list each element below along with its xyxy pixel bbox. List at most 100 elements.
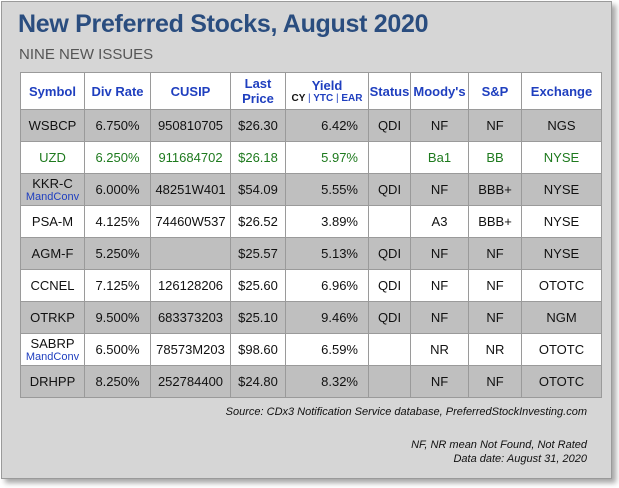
table-row: AGM-F 5.250% $25.57 5.13% QDI NF NF NYSE: [20, 237, 602, 270]
preferred-stocks-table: Symbol Div Rate CUSIP Last Price Yield C…: [20, 72, 602, 398]
footnote-date: Data date: August 31, 2020: [453, 453, 587, 465]
cell-price: $24.80: [230, 365, 286, 398]
mandconv-note: MandConv: [25, 190, 80, 203]
cell-div-rate: 7.125%: [84, 269, 151, 302]
cell-yield: 5.13%: [285, 237, 369, 270]
page-subtitle: NINE NEW ISSUES: [19, 46, 154, 63]
cell-cusip: 78573M203: [150, 333, 231, 366]
cell-div-rate: 8.250%: [84, 365, 151, 398]
cell-cusip: 48251W401: [150, 173, 231, 206]
header-sp: S&P: [468, 72, 522, 110]
source-note: Source: CDx3 Notification Service databa…: [225, 406, 587, 418]
cell-price: $25.60: [230, 269, 286, 302]
cell-yield: 5.55%: [285, 173, 369, 206]
cell-price: $26.18: [230, 141, 286, 174]
cell-yield: 8.32%: [285, 365, 369, 398]
cell-div-rate: 5.250%: [84, 237, 151, 270]
yield-ear-label: EAR: [341, 93, 363, 104]
table-row: WSBCP 6.750% 950810705 $26.30 6.42% QDI …: [20, 109, 602, 142]
cell-sp: BBB+: [468, 205, 522, 238]
cell-exchange: NYSE: [521, 237, 602, 270]
cell-sp: NF: [468, 269, 522, 302]
cell-div-rate: 6.750%: [84, 109, 151, 142]
cell-status: [368, 365, 411, 398]
cell-cusip: 911684702: [150, 141, 231, 174]
cell-sp: NF: [468, 301, 522, 334]
cell-yield: 6.96%: [285, 269, 369, 302]
cell-status: QDI: [368, 109, 411, 142]
report-frame: New Preferred Stocks, August 2020 NINE N…: [1, 1, 612, 479]
yield-separator: |: [335, 93, 339, 104]
cell-symbol: CCNEL: [20, 269, 85, 302]
cell-symbol: WSBCP: [20, 109, 85, 142]
table-row: KKR-C MandConv 6.000% 48251W401 $54.09 5.…: [20, 173, 602, 206]
cell-moodys: NR: [410, 333, 469, 366]
cell-status: QDI: [368, 269, 411, 302]
cell-div-rate: 6.000%: [84, 173, 151, 206]
yield-ytc-label: YTC: [313, 93, 334, 104]
header-status: Status: [368, 72, 411, 110]
header-div-rate: Div Rate: [84, 72, 151, 110]
header-last-price: Last Price: [230, 72, 286, 110]
table-row: CCNEL 7.125% 126128206 $25.60 6.96% QDI …: [20, 269, 602, 302]
cell-moodys: NF: [410, 173, 469, 206]
yield-separator: |: [307, 93, 311, 104]
cell-moodys: NF: [410, 109, 469, 142]
footnote-ratings: NF, NR mean Not Found, Not Rated: [411, 439, 587, 451]
cell-price: $25.57: [230, 237, 286, 270]
cell-status: QDI: [368, 237, 411, 270]
cell-div-rate: 4.125%: [84, 205, 151, 238]
yield-cy-label: CY: [291, 93, 306, 104]
cell-exchange: OTOTC: [521, 269, 602, 302]
header-exchange: Exchange: [521, 72, 602, 110]
header-cusip: CUSIP: [150, 72, 231, 110]
cell-sp: BBB+: [468, 173, 522, 206]
cell-exchange: OTOTC: [521, 333, 602, 366]
cell-div-rate: 9.500%: [84, 301, 151, 334]
cell-cusip: [150, 237, 231, 270]
header-yield-types: CY | YTC | EAR: [287, 93, 368, 104]
cell-moodys: NF: [410, 301, 469, 334]
cell-cusip: 683373203: [150, 301, 231, 334]
cell-price: $54.09: [230, 173, 286, 206]
cell-symbol: KKR-C MandConv: [20, 173, 85, 206]
table-row: UZD 6.250% 911684702 $26.18 5.97% Ba1 BB…: [20, 141, 602, 174]
cell-status: QDI: [368, 173, 411, 206]
cell-price: $26.30: [230, 109, 286, 142]
cell-exchange: NGM: [521, 301, 602, 334]
cell-symbol: AGM-F: [20, 237, 85, 270]
cell-symbol: DRHPP: [20, 365, 85, 398]
cell-cusip: 126128206: [150, 269, 231, 302]
cell-price: $26.52: [230, 205, 286, 238]
header-moodys: Moody's: [410, 72, 469, 110]
cell-exchange: NYSE: [521, 205, 602, 238]
cell-div-rate: 6.250%: [84, 141, 151, 174]
cell-exchange: NYSE: [521, 141, 602, 174]
header-yield: Yield CY | YTC | EAR: [285, 72, 369, 110]
cell-symbol: PSA-M: [20, 205, 85, 238]
cell-cusip: 950810705: [150, 109, 231, 142]
table-row: PSA-M 4.125% 74460W537 $26.52 3.89% A3 B…: [20, 205, 602, 238]
cell-status: [368, 141, 411, 174]
table-row: OTRKP 9.500% 683373203 $25.10 9.46% QDI …: [20, 301, 602, 334]
cell-moodys: NF: [410, 237, 469, 270]
mandconv-note: MandConv: [25, 350, 80, 363]
cell-sp: NF: [468, 237, 522, 270]
cell-price: $25.10: [230, 301, 286, 334]
cell-exchange: NYSE: [521, 173, 602, 206]
table-row: DRHPP 8.250% 252784400 $24.80 8.32% NF N…: [20, 365, 602, 398]
cell-sp: NF: [468, 365, 522, 398]
cell-cusip: 74460W537: [150, 205, 231, 238]
cell-status: [368, 205, 411, 238]
cell-exchange: NGS: [521, 109, 602, 142]
cell-cusip: 252784400: [150, 365, 231, 398]
table-row: SABRP MandConv 6.500% 78573M203 $98.60 6.…: [20, 333, 602, 366]
footnotes: NF, NR mean Not Found, Not Rated Data da…: [411, 438, 587, 466]
header-yield-label: Yield: [311, 78, 343, 93]
cell-exchange: OTOTC: [521, 365, 602, 398]
cell-moodys: NF: [410, 365, 469, 398]
cell-yield: 3.89%: [285, 205, 369, 238]
header-last-price-line1: Last: [244, 76, 272, 91]
cell-sp: NF: [468, 109, 522, 142]
cell-moodys: A3: [410, 205, 469, 238]
